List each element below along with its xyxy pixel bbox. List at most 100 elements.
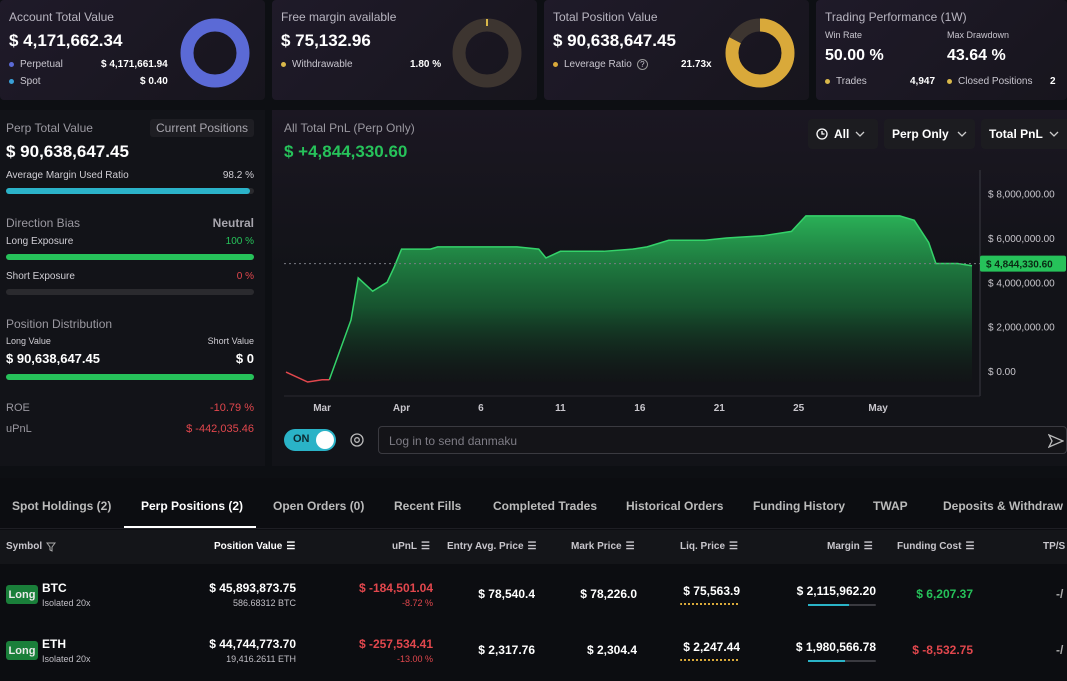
tp-sl[interactable]: -/ [1056,587,1064,601]
funding-cost: $ -8,532.75 [912,643,973,657]
liq-price: $ 75,563.9 [683,584,740,598]
closed-dot-icon [947,78,952,84]
withdrawable-label: Withdrawable [292,59,353,70]
tab-open-orders[interactable]: Open Orders (0) [273,499,365,513]
tab-spot-holdings[interactable]: Spot Holdings (2) [12,499,112,513]
spot-dot-icon [9,78,14,84]
short-value-label: Short Value [207,336,254,346]
active-tab-indicator [124,526,256,528]
sort-icon: ☰ [863,541,873,552]
current-value-tag [980,255,1066,272]
pnl-chart-title: All Total PnL (Perp Only) [284,121,415,135]
position-value-title: Total Position Value [553,10,658,24]
tab-recent-fills[interactable]: Recent Fills [394,499,462,513]
margin-ratio-label: Average Margin Used Ratio [6,170,129,181]
account-value-card: Account Total Value $ 4,171,662.34 Perpe… [0,0,265,100]
trades-label: Trades [836,76,867,87]
filter-icon[interactable] [46,542,57,552]
current-positions-tag[interactable]: Current Positions [150,119,255,137]
filter-label: Perp Only [892,127,949,141]
col-upnl[interactable]: uPnL ☰ [392,541,430,552]
long-value-label: Long Value [6,336,51,346]
trades-value: 4,947 [910,76,936,87]
col-margin[interactable]: Margin ☰ [827,541,873,552]
sort-icon: ☰ [286,541,296,552]
position-distribution-label: Position Distribution [6,317,113,331]
danmaku-input[interactable]: Log in to send danmaku [378,426,1067,454]
liq-indicator [680,603,740,605]
range-dropdown[interactable]: All [808,119,878,149]
col-position-value[interactable]: Position Value ☰ [214,541,295,552]
position-size: 586.68312 BTC [232,598,296,608]
filter-dropdown[interactable]: Perp Only [884,119,975,149]
metric-dropdown[interactable]: Total PnL [981,119,1067,149]
help-icon[interactable]: ? [636,59,648,70]
long-value: $ 90,638,647.45 [6,351,100,366]
clock-icon [816,128,828,140]
winrate-label: Win Rate [825,30,863,40]
col-funding-cost-label: Funding Cost [897,541,962,552]
tab-deposits-withdraw[interactable]: Deposits & Withdraw [943,499,1063,513]
col-liq-price[interactable]: Liq. Price ☰ [680,541,738,552]
drawdown-label: Max Drawdown [947,30,1010,40]
chevron-down-icon [855,131,865,137]
tab-historical-orders[interactable]: Historical Orders [626,499,724,513]
mark-price: $ 2,304.4 [586,643,637,657]
x-tick-label: 11 [555,403,566,414]
pnl-line-negative [285,371,330,383]
trading-performance-card: Trading Performance (1W) Win Rate 50.00 … [816,0,1067,100]
tp-sl[interactable]: -/ [1056,643,1064,657]
perp-total-value: $ 90,638,647.45 [6,142,129,161]
danmaku-toggle[interactable]: ON [284,429,336,451]
send-icon[interactable] [1048,433,1064,449]
y-tick-label: $ 6,000,000.00 [988,234,1055,245]
y-tick-label: $ 4,000,000.00 [988,278,1055,289]
table-row[interactable]: Long BTC Isolated 20x $ 45,893,873.75 58… [0,567,1067,621]
leverage-legend: Leverage Ratio? [553,59,648,70]
liq-price: $ 2,247.44 [683,640,740,654]
col-tp-sl[interactable]: TP/S [1043,541,1066,552]
margin-bar [808,660,876,662]
upnl: $ -257,534.41 [358,637,433,651]
closed-value: 2 [1050,76,1056,87]
short-exposure-bar [6,289,254,295]
spot-legend: Spot [9,76,41,87]
col-funding-cost[interactable]: Funding Cost ☰ [897,541,974,552]
col-mark-price[interactable]: Mark Price ☰ [571,541,635,552]
pnl-line-positive [328,215,973,381]
symbol[interactable]: BTC [42,581,67,595]
upnl-value: $ -442,035.46 [186,423,254,435]
tab-twap[interactable]: TWAP [873,499,908,513]
side-badge: Long [6,641,38,660]
tab-perp-positions[interactable]: Perp Positions (2) [141,499,244,513]
sort-icon: ☰ [625,541,635,552]
x-tick-label: Apr [393,403,410,414]
table-row[interactable]: Long ETH Isolated 20x $ 44,744,773.70 19… [0,623,1067,677]
perpetual-legend: Perpetual [9,59,63,70]
liq-indicator [680,659,740,661]
margin-ratio-value: 98.2 % [222,170,254,181]
upnl-percent: -8.72 % [401,598,433,608]
col-entry-price[interactable]: Entry Avg. Price ☰ [447,541,536,552]
position-donut-chart [725,18,795,88]
margin: $ 1,980,566.78 [795,640,876,654]
perpetual-dot-icon [9,61,14,67]
free-margin-value: $ 75,132.96 [281,31,371,50]
tab-divider [0,528,1067,529]
pnl-total-value: $ +4,844,330.60 [284,142,408,161]
direction-bias-label: Direction Bias [6,216,81,230]
danmaku-placeholder: Log in to send danmaku [389,434,518,448]
col-mark-price-label: Mark Price [571,541,622,552]
symbol[interactable]: ETH [42,637,66,651]
short-exposure-label: Short Exposure [6,271,75,282]
tab-funding-history[interactable]: Funding History [753,499,845,513]
leverage: Isolated 20x [42,598,91,608]
withdrawable-dot-icon [281,61,286,67]
tab-completed-trades[interactable]: Completed Trades [493,499,598,513]
account-value: $ 4,171,662.34 [9,31,123,50]
mark-price: $ 78,226.0 [580,587,637,601]
x-tick-label: Mar [313,403,331,414]
toggle-knob [316,431,334,449]
col-symbol[interactable]: Symbol [6,541,57,552]
settings-icon[interactable] [349,432,365,448]
